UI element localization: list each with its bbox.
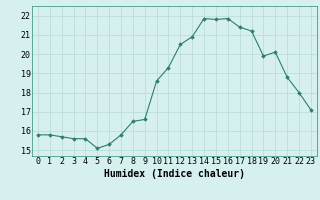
- X-axis label: Humidex (Indice chaleur): Humidex (Indice chaleur): [104, 169, 245, 179]
